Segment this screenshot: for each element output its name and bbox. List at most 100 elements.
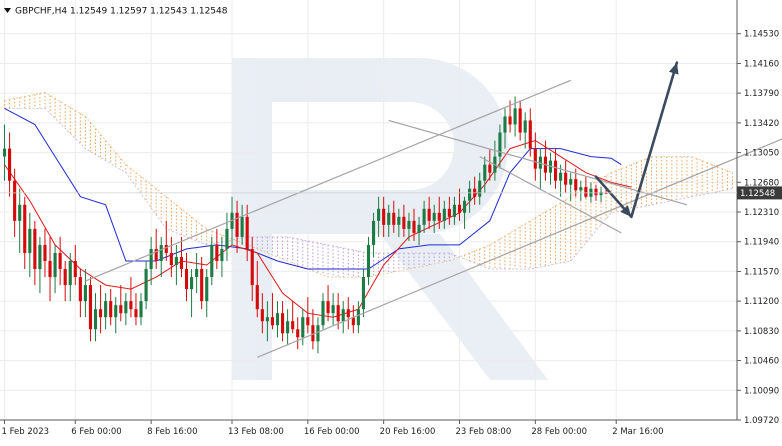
candle-body-42 xyxy=(215,244,219,261)
current-price-label: 1.12548 xyxy=(740,189,775,199)
candle-body-7 xyxy=(38,244,42,270)
candle-body-101 xyxy=(513,108,517,125)
candle-body-104 xyxy=(528,120,532,149)
candle-body-10 xyxy=(53,252,57,278)
y-tick-label-9: 1.11200 xyxy=(744,297,779,307)
trend-lines xyxy=(85,79,782,358)
candle-body-66 xyxy=(336,305,340,322)
candle-body-35 xyxy=(179,256,184,270)
candle-body-27 xyxy=(139,301,143,318)
candle-body-103 xyxy=(523,120,527,133)
candle-body-55 xyxy=(280,313,285,334)
candle-body-3 xyxy=(18,204,22,221)
candle-body-38 xyxy=(195,269,199,278)
candle-body-30 xyxy=(154,248,158,261)
x-tick-label-4: 16 Feb 00:00 xyxy=(304,427,360,437)
forecast-arrows xyxy=(594,61,679,219)
candle-body-88 xyxy=(447,208,451,217)
candle-body-44 xyxy=(225,228,229,249)
candle-body-117 xyxy=(594,188,598,196)
candle-body-102 xyxy=(518,108,522,133)
symbol-header-text: GBPCHF,H4 1.12549 1.12597 1.12543 1.1254… xyxy=(15,7,228,17)
candle-body-25 xyxy=(129,301,133,310)
candle-body-54 xyxy=(275,313,280,326)
trend-line-channel-lower xyxy=(257,138,782,358)
candle-body-75 xyxy=(382,208,386,225)
candle-body-89 xyxy=(452,204,457,217)
candle-body-36 xyxy=(184,269,189,290)
candle-body-98 xyxy=(498,132,502,157)
candle-body-53 xyxy=(270,317,275,326)
candle-body-8 xyxy=(43,244,47,261)
candle-body-11 xyxy=(58,252,62,270)
candle-body-1 xyxy=(8,148,12,181)
candle-body-68 xyxy=(346,309,350,318)
candle-body-52 xyxy=(265,317,269,322)
candle-body-69 xyxy=(351,317,355,326)
candles xyxy=(2,96,608,354)
candle-body-111 xyxy=(564,172,568,185)
candle-body-22 xyxy=(114,305,118,318)
y-tick-label-13: 1.09720 xyxy=(744,416,779,426)
candle-body-110 xyxy=(559,172,563,181)
y-tick-label-8: 1.11570 xyxy=(744,267,779,277)
forecast-arrow-head-up xyxy=(668,62,679,75)
y-tick-label-0: 1.14530 xyxy=(744,30,779,40)
candle-body-16 xyxy=(83,285,87,302)
candle-body-34 xyxy=(174,256,178,266)
candle-body-2 xyxy=(13,180,17,221)
y-tick-label-5: 1.12680 xyxy=(744,178,779,188)
candle-body-13 xyxy=(68,260,72,286)
candle-body-5 xyxy=(28,228,32,253)
candle-body-119 xyxy=(604,192,608,194)
candle-body-95 xyxy=(483,164,487,181)
candle-body-63 xyxy=(321,301,325,326)
candle-body-41 xyxy=(210,244,214,278)
x-tick-label-6: 23 Feb 08:00 xyxy=(455,427,511,437)
x-tick-label-3: 13 Feb 08:00 xyxy=(228,427,284,437)
candle-body-109 xyxy=(553,160,558,181)
x-tick-label-8: 2 Mar 16:00 xyxy=(612,427,663,437)
watermark-logo xyxy=(232,58,548,380)
candle-body-87 xyxy=(442,208,446,221)
current-price-box xyxy=(737,186,782,200)
candle-body-17 xyxy=(88,285,93,330)
candle-body-21 xyxy=(109,301,113,318)
candle-body-65 xyxy=(331,305,335,314)
candle-body-12 xyxy=(63,269,67,286)
candle-body-100 xyxy=(508,116,512,125)
candle-body-106 xyxy=(538,156,542,169)
candle-body-62 xyxy=(316,325,320,342)
trend-line-channel-upper xyxy=(85,79,571,282)
y-tick-label-4: 1.13050 xyxy=(744,149,779,159)
candle-body-71 xyxy=(361,277,366,310)
candle-body-61 xyxy=(311,325,315,342)
candle-body-51 xyxy=(260,309,264,322)
candle-body-96 xyxy=(488,164,492,173)
candle-body-32 xyxy=(164,244,168,253)
y-tick-label-7: 1.11940 xyxy=(744,238,779,248)
y-tick-label-2: 1.13790 xyxy=(744,89,779,99)
candle-body-83 xyxy=(422,208,426,225)
candle-body-118 xyxy=(599,191,603,196)
current-price-tag: 1.12548 xyxy=(737,186,782,200)
candle-body-57 xyxy=(291,321,295,330)
candle-body-77 xyxy=(392,212,396,225)
y-tick-label-3: 1.13420 xyxy=(744,119,779,129)
y-axis: 1.14530 1.14160 1.13790 1.13420 1.13050 1.126… xyxy=(0,30,779,426)
candle-body-99 xyxy=(503,116,507,133)
candle-body-24 xyxy=(124,301,128,314)
candle-body-18 xyxy=(93,309,98,330)
candle-body-82 xyxy=(417,224,421,233)
x-tick-label-2: 8 Feb 16:00 xyxy=(147,427,197,437)
dropdown-triangle-icon[interactable] xyxy=(4,8,11,13)
candle-body-37 xyxy=(190,277,194,290)
candle-body-85 xyxy=(432,212,436,221)
candle-body-29 xyxy=(149,248,153,270)
candle-body-113 xyxy=(574,179,578,191)
candle-body-115 xyxy=(584,187,588,197)
candle-body-72 xyxy=(366,244,371,278)
candle-body-33 xyxy=(169,252,173,266)
